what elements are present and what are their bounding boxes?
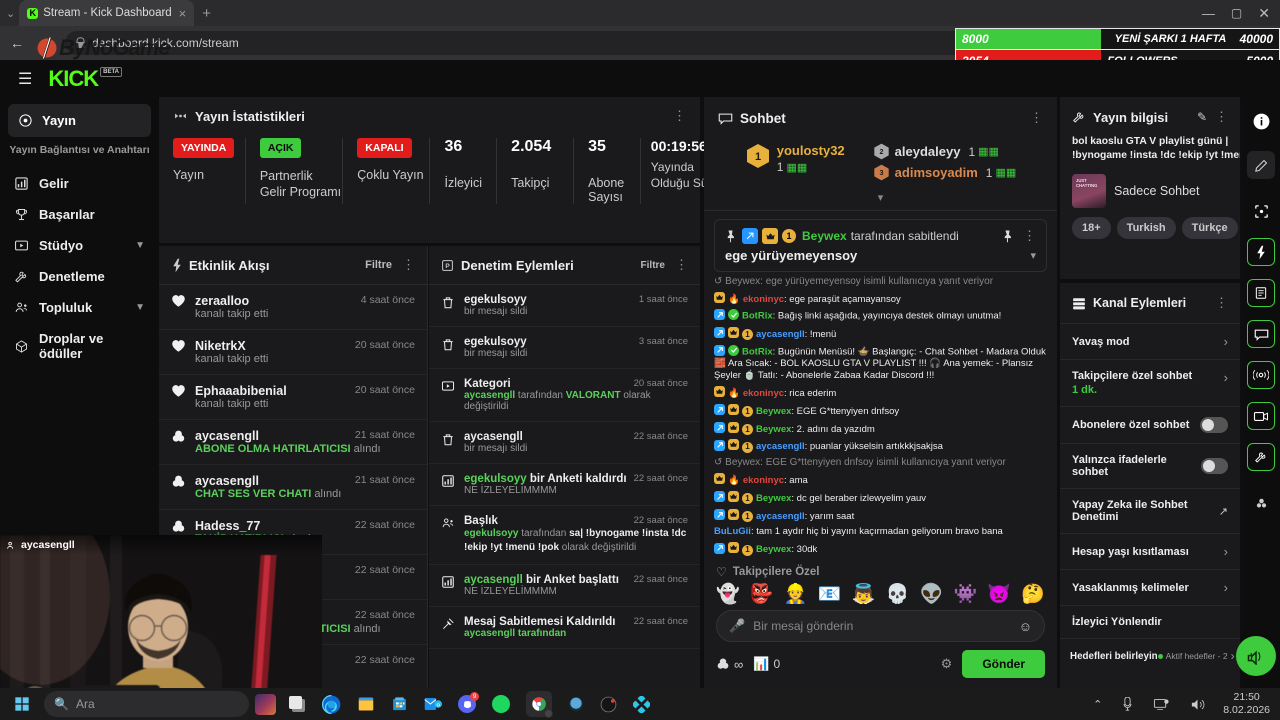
svg-text:1: 1: [755, 151, 761, 163]
svg-text:O: O: [436, 702, 440, 707]
svg-text:P: P: [445, 263, 450, 270]
svg-text:2: 2: [879, 147, 883, 156]
svg-text:3: 3: [879, 168, 883, 177]
